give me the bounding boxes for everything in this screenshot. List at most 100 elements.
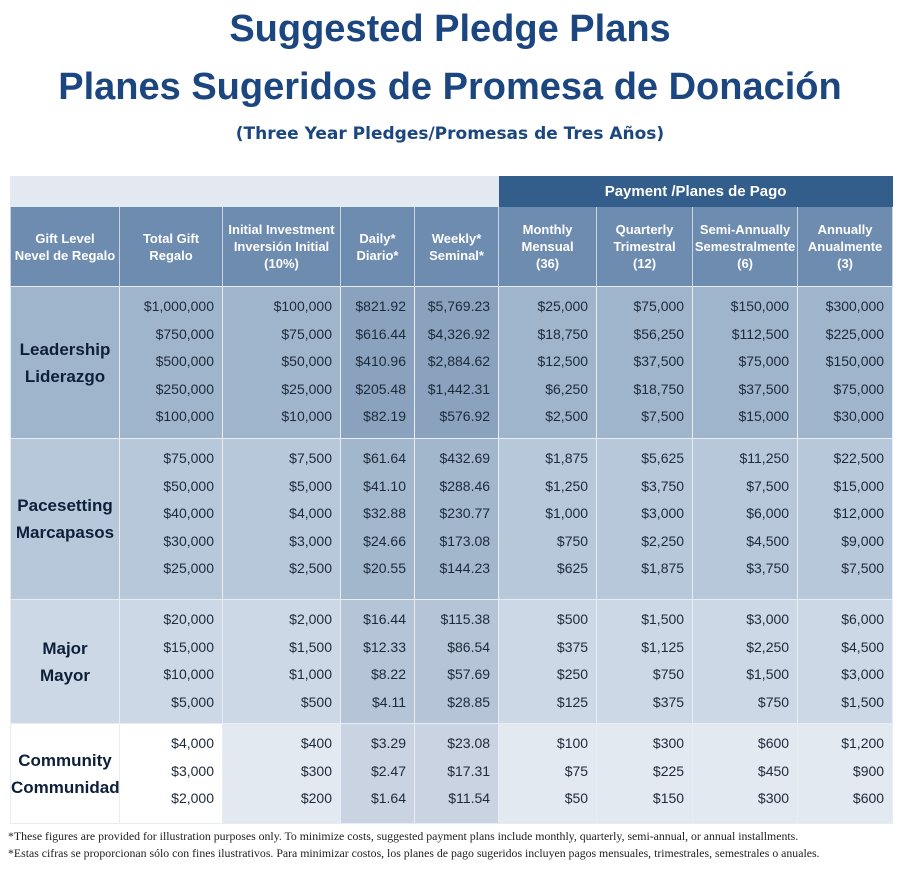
amount-value: $4,000 <box>171 735 214 751</box>
amount-value: $300 <box>652 735 685 751</box>
amount-value: $11.54 <box>448 790 491 806</box>
amount-value: $410.96 <box>355 353 406 369</box>
amount-value: $2,000 <box>289 611 332 627</box>
amount-value: $115.38 <box>440 611 491 627</box>
amount-value: $12,000 <box>833 505 885 521</box>
amount-value: $750 <box>757 693 790 710</box>
gift-level-label: Pacesetting <box>17 496 113 515</box>
cell-major-monthly: $500 $375 $250 $125 <box>498 599 598 724</box>
column-header-line: Seminal* <box>429 247 484 263</box>
amount-value: $7,500 <box>289 450 332 466</box>
amount-value: $61.64 <box>363 450 406 466</box>
amount-value: $9,000 <box>841 532 885 549</box>
amount-value: $75,000 <box>738 353 790 369</box>
amount-value: $4.11 <box>372 693 406 710</box>
column-header-line: Mensual <box>521 239 574 254</box>
amount-value: $12.33 <box>363 638 406 655</box>
amount-value: $25,000 <box>537 298 589 314</box>
header-spacer <box>9 176 500 207</box>
cell-pacesetting-annually: $22,500 $15,000 $12,000 $9,000 $7,500 <box>797 438 894 600</box>
amount-value: $5,000 <box>289 477 332 494</box>
amount-value: $40,000 <box>163 505 214 521</box>
column-header-line: Regalo <box>149 247 193 263</box>
amount-value: $100,000 <box>155 408 214 424</box>
amount-value: $30,000 <box>163 532 214 549</box>
amount-value: $17.31 <box>447 762 491 779</box>
amount-value: $150,000 <box>825 353 885 369</box>
amount-value: $1,500 <box>289 638 332 655</box>
amount-value: $4,000 <box>289 505 332 521</box>
amount-value: $750 <box>652 666 685 682</box>
amount-value: $6,250 <box>545 380 589 397</box>
amount-value: $7,500 <box>841 560 885 576</box>
amount-value: $37,500 <box>633 353 685 369</box>
cell-community-monthly: $100 $75 $50 <box>498 723 598 824</box>
amount-value: $500 <box>300 693 332 710</box>
amount-value: $750,000 <box>155 325 214 342</box>
group-row-major: Major Mayor $20,000 $15,000 $10,000 $5,000 $2,… <box>10 599 894 724</box>
payment-header: Payment /Planes de Pago <box>498 176 894 207</box>
amount-value: $3,000 <box>171 762 214 779</box>
amount-value: $75,000 <box>281 325 332 342</box>
subtitle: (Three Year Pledges/Promesas de Tres Año… <box>235 124 665 144</box>
amount-value: $225 <box>652 762 685 779</box>
amount-value: $144.23 <box>439 560 491 576</box>
amount-value: $6,000 <box>746 505 790 521</box>
cell-leadership-daily: $821.92 $616.44 $410.96 $205.48 $82.19 <box>340 286 415 439</box>
amount-value: $200 <box>300 790 332 806</box>
amount-value: $75,000 <box>163 450 214 466</box>
amount-value: $1,000 <box>545 505 589 521</box>
amount-value: $3,000 <box>746 611 790 627</box>
amount-value: $12,500 <box>537 353 589 369</box>
amount-value: $15,000 <box>738 408 790 424</box>
gift-level-label: Community <box>18 750 112 770</box>
column-header-line: Gift Level <box>35 230 95 246</box>
gift-level-label: Communidad <box>11 777 120 797</box>
amount-value: $24.66 <box>363 532 406 549</box>
column-header-daily: Daily* Diario* <box>340 206 415 287</box>
amount-value: $20,000 <box>163 611 214 627</box>
amount-value: $2,884.62 <box>427 353 491 369</box>
amount-value: $2.47 <box>370 762 406 779</box>
cell-leadership-initial-investment: $100,000 $75,000 $50,000 $25,000 $10,000 <box>222 286 341 439</box>
title-english: Suggested Pledge Plans <box>229 8 671 50</box>
gift-level-leadership: Leadership Liderazgo <box>10 286 120 439</box>
amount-value: $2,000 <box>171 790 214 806</box>
amount-value: $1,500 <box>746 666 790 682</box>
amount-value: $150,000 <box>730 298 790 314</box>
amount-value: $75,000 <box>633 298 685 314</box>
column-header-line: Total Gift <box>142 230 200 246</box>
gift-level-pacesetting: Pacesetting Marcapasos <box>10 438 120 600</box>
cell-pacesetting-monthly: $1,875 $1,250 $1,000 $750 $625 <box>498 438 598 600</box>
amount-value: $4,500 <box>841 638 885 655</box>
column-header-line: Inversión Initial <box>233 239 330 254</box>
amount-value: $5,769.23 <box>427 298 491 314</box>
amount-value: $250,000 <box>155 380 214 397</box>
group-row-community: Community Communidad $4,000 $3,000 $2,000 $40… <box>10 723 894 824</box>
amount-value: $450 <box>757 762 790 779</box>
cell-pacesetting-initial-investment: $7,500 $5,000 $4,000 $3,000 $2,500 <box>222 438 341 600</box>
amount-value: $75,000 <box>833 380 885 397</box>
cell-leadership-monthly: $25,000 $18,750 $12,500 $6,250 $2,500 <box>498 286 598 439</box>
amount-value: $28.85 <box>447 693 491 710</box>
column-header-line: Quarterly <box>615 222 674 237</box>
amount-value: $600 <box>852 790 885 806</box>
amount-value: $10,000 <box>163 666 214 682</box>
amount-value: $1,000,000 <box>143 298 214 314</box>
amount-value: $18,750 <box>633 380 685 397</box>
cell-community-quarterly: $300 $225 $150 <box>596 723 694 824</box>
amount-value: $11,250 <box>739 450 790 466</box>
amount-value: $23.08 <box>447 735 491 751</box>
gift-level-label: Leadership <box>19 339 111 359</box>
footnote-spanish: *Estas cifras se proporcionan sólo con f… <box>8 846 820 860</box>
column-header-line: (10%) <box>264 256 299 271</box>
cell-leadership-semi-annually: $150,000 $112,500 $75,000 $37,500 $15,000 <box>692 286 799 439</box>
amount-value: $75 <box>564 762 589 779</box>
cell-major-daily: $16.44 $12.33 $8.22 $4.11 <box>340 599 415 724</box>
amount-value: $100,000 <box>273 298 332 314</box>
amount-value: $1,125 <box>641 638 685 655</box>
amount-value: $1,442.31 <box>427 380 491 397</box>
gift-level-label: Major <box>42 638 88 658</box>
amount-value: $7,500 <box>746 477 790 494</box>
amount-value: $37,500 <box>738 380 790 397</box>
